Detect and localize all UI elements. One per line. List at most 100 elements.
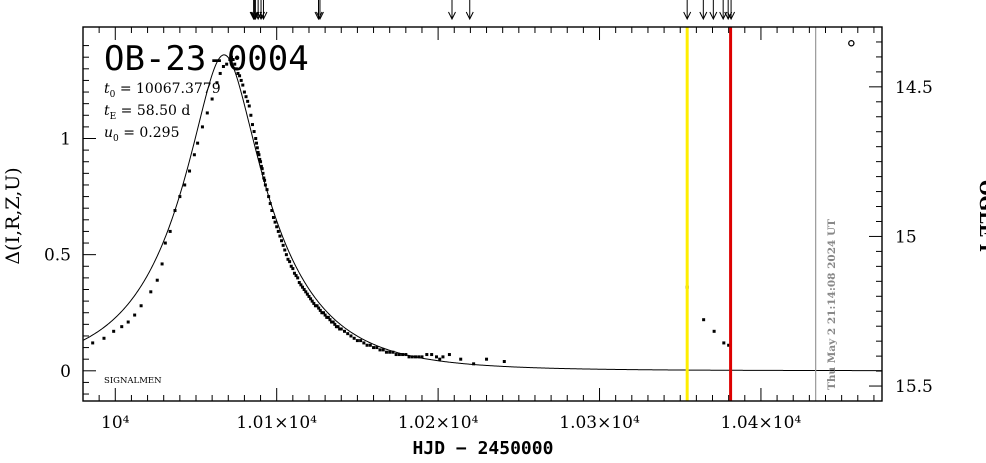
data-point	[281, 243, 285, 247]
data-point	[434, 355, 438, 359]
data-point	[318, 308, 322, 312]
data-point	[249, 113, 253, 117]
data-point	[133, 313, 137, 317]
data-point	[326, 315, 330, 319]
data-point	[258, 157, 262, 161]
data-point	[702, 318, 706, 322]
data-point	[238, 74, 242, 78]
data-point	[210, 97, 214, 101]
data-points-group	[91, 40, 855, 366]
data-point	[410, 355, 414, 359]
data-point	[425, 353, 429, 357]
data-point	[250, 123, 254, 127]
data-point	[252, 130, 256, 134]
data-point	[712, 329, 716, 333]
observation-arrow	[250, 0, 259, 21]
observation-arrow	[683, 0, 692, 21]
data-point	[168, 229, 172, 233]
data-point	[273, 220, 277, 224]
y-tick-label-left: 0	[60, 362, 71, 382]
data-point	[221, 64, 225, 68]
data-point	[352, 336, 356, 340]
data-point	[334, 325, 338, 329]
data-point	[205, 111, 209, 115]
data-point	[305, 292, 309, 296]
x-axis-label: HJD − 2450000	[413, 438, 554, 459]
data-point	[304, 290, 308, 294]
y-axis-label-left: Δ(I,R,Z,U)	[2, 167, 24, 264]
data-point	[313, 304, 317, 308]
data-point	[438, 357, 442, 361]
observation-arrow	[316, 0, 324, 21]
data-point	[275, 225, 279, 229]
data-point	[188, 169, 192, 173]
x-tick-label: 1.03×10⁴	[559, 413, 640, 433]
data-point	[286, 257, 290, 261]
data-point	[381, 348, 385, 352]
data-point	[355, 339, 359, 343]
observation-arrow	[259, 0, 268, 21]
data-point	[727, 343, 731, 347]
data-point	[459, 357, 463, 361]
data-point	[259, 164, 263, 168]
data-point	[417, 355, 421, 359]
vertical-lines-group	[685, 27, 817, 401]
data-point	[225, 62, 229, 66]
x-tick-label: 10⁴	[101, 413, 130, 433]
data-point	[284, 253, 288, 257]
data-point	[346, 332, 350, 336]
data-point	[215, 81, 219, 85]
data-point	[307, 294, 311, 298]
y-axis-label-right-text: OGLE I	[975, 180, 986, 252]
observation-arrows-group	[249, 0, 736, 21]
data-point	[848, 40, 855, 47]
data-point	[330, 320, 334, 324]
data-point	[292, 271, 296, 275]
data-point	[260, 167, 264, 171]
data-point	[233, 62, 237, 66]
data-point	[155, 278, 159, 282]
data-point	[441, 355, 445, 359]
data-point	[312, 301, 316, 305]
data-point	[391, 350, 395, 354]
data-point	[325, 315, 329, 319]
y-tick-label-right: 14.5	[895, 78, 933, 98]
timestamp-label: Thu May 2 21:14:08 2024 UT	[826, 219, 838, 390]
axis-ticks-group: 10⁴ 1.01×10⁴ 1.02×10⁴ 1.03×10⁴ 1.04×10⁴ 0 0.5 1…	[44, 26, 933, 433]
data-point	[485, 357, 489, 361]
data-point	[315, 304, 319, 308]
x-tick-label: 1.04×10⁴	[721, 413, 802, 433]
data-point	[256, 150, 260, 154]
model-parameter: tE = 58.50 d	[104, 103, 190, 122]
data-point	[372, 346, 376, 350]
data-point	[192, 153, 196, 157]
data-point	[149, 290, 153, 294]
chart-title: OB-23-0004	[104, 39, 309, 79]
observation-arrow	[448, 0, 456, 21]
y-tick-label-right: 15.5	[895, 377, 933, 397]
observation-arrow	[724, 0, 733, 21]
data-point	[328, 318, 332, 322]
footer-label: SIGNALMEN	[104, 376, 162, 386]
data-point	[336, 325, 340, 329]
data-point	[384, 350, 388, 354]
data-point	[299, 283, 303, 287]
data-point	[722, 341, 726, 345]
data-point	[255, 141, 259, 145]
data-point	[163, 241, 167, 245]
data-point	[268, 202, 272, 206]
data-point	[241, 83, 245, 87]
data-point	[296, 276, 300, 280]
data-point	[365, 343, 369, 347]
data-point	[276, 229, 280, 233]
parameter-block: t0 = 10067.3779 tE = 58.50 d u0 = 0.295	[104, 81, 221, 144]
data-point	[254, 137, 258, 141]
data-point	[302, 287, 306, 291]
data-point	[270, 209, 274, 213]
data-point	[196, 141, 200, 145]
data-point	[271, 215, 275, 219]
observation-arrow	[727, 0, 736, 21]
data-point	[317, 306, 321, 310]
model-parameter: t0 = 10067.3779	[104, 81, 221, 100]
data-point	[218, 71, 222, 75]
